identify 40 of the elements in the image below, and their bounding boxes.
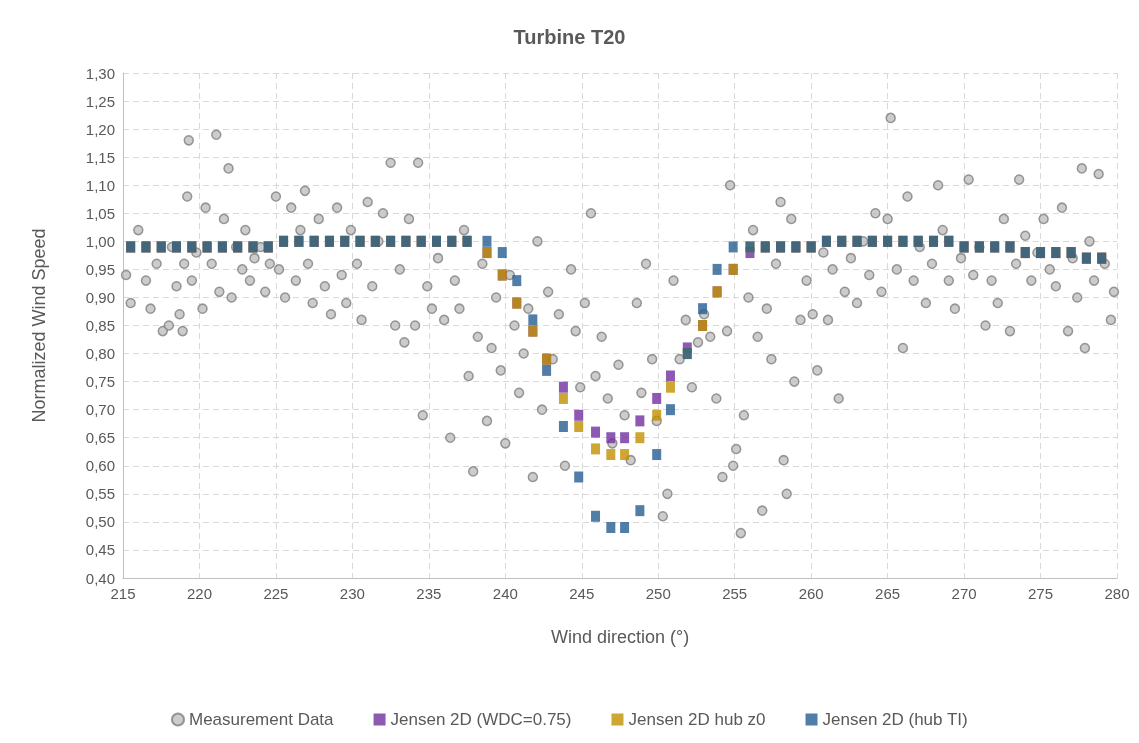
x-tick-label: 250: [645, 585, 671, 602]
y-tick-label: 1,30: [85, 64, 115, 82]
x-tick-label: 215: [110, 585, 136, 602]
y-tick-label: 1,20: [85, 120, 115, 138]
y-tick-label: 0,85: [85, 317, 115, 334]
y-tick-label: 0,90: [85, 288, 115, 306]
x-tick-label: 255: [722, 585, 748, 602]
legend-label: Measurement Data: [188, 710, 335, 729]
legend-label: Jensen 2D hub z0: [628, 710, 766, 729]
x-tick-label: 270: [951, 585, 977, 602]
y-tick-label: 1,15: [85, 148, 115, 166]
x-tick-label: 240: [492, 585, 518, 602]
x-tick-label: 275: [1028, 585, 1054, 602]
legend-label: Jensen 2D (WDC=0.75): [390, 710, 572, 729]
x-tick-label: 225: [263, 585, 289, 602]
y-axis-title: Normalized Wind Speed: [29, 228, 49, 423]
chart-title: Turbine T20: [513, 26, 626, 48]
y-tick-label: 0,75: [85, 373, 115, 391]
y-tick-label: 0,40: [85, 569, 115, 587]
y-tick-label: 0,60: [85, 457, 115, 475]
y-tick-label: 0,55: [85, 485, 115, 503]
x-tick-label: 265: [875, 585, 901, 602]
y-tick-label: 0,50: [85, 513, 115, 531]
y-tick-label: 0,70: [85, 401, 115, 419]
x-tick-label: 230: [339, 585, 365, 602]
y-tick-label: 1,05: [85, 204, 115, 222]
x-tick-label: 260: [798, 585, 824, 602]
y-tick-label: 1,10: [85, 176, 115, 194]
y-tick-label: 1,25: [85, 92, 115, 110]
y-tick-label: 0,45: [85, 541, 115, 559]
x-axis-title: Wind direction (°): [550, 627, 690, 647]
y-tick-label: 0,95: [85, 260, 115, 278]
x-tick-label: 220: [186, 585, 212, 602]
x-tick-label: 245: [569, 585, 595, 602]
y-tick-label: 0,80: [85, 345, 115, 363]
x-tick-label: 280: [1104, 585, 1130, 602]
y-tick-label: 1,00: [85, 232, 115, 250]
legend-label: Jensen 2D (hub TI): [822, 710, 968, 729]
y-tick-label: 0,65: [85, 429, 115, 447]
x-tick-label: 235: [416, 585, 442, 602]
